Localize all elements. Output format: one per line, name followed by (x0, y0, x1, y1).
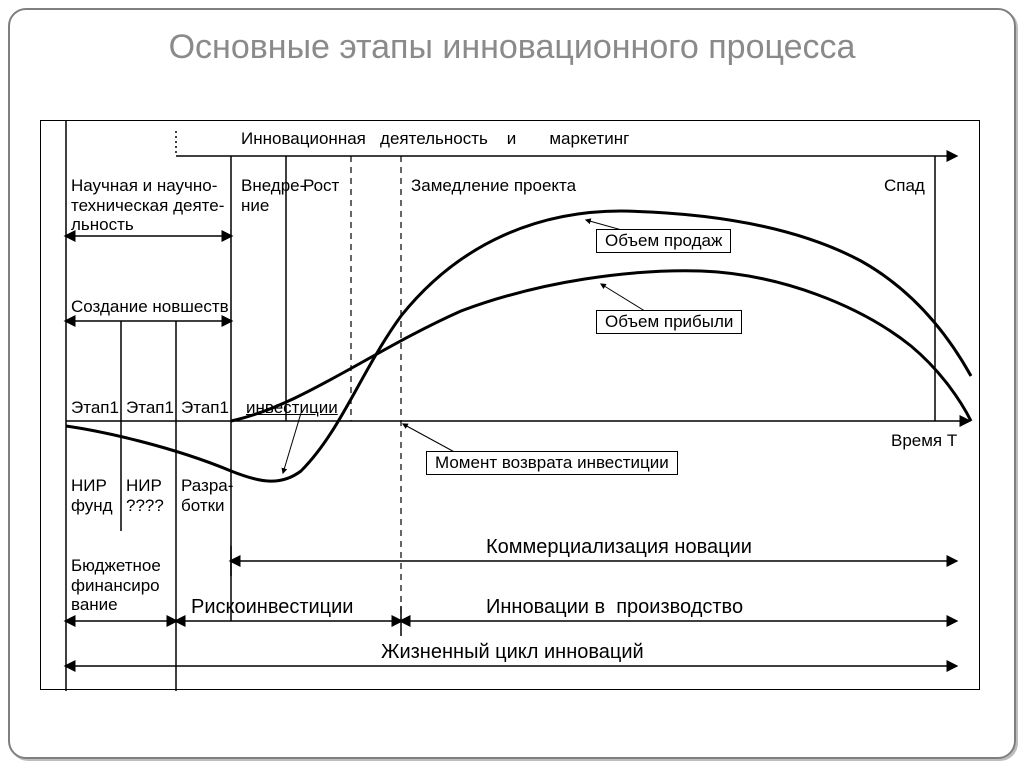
label-creation: Создание новшеств (71, 297, 229, 317)
pointer-invest (283, 413, 301, 473)
label-risk: Рискоинвестиции (191, 596, 353, 619)
label-science: Научная и научно- техническая деяте- льн… (71, 176, 224, 235)
label-lifecycle: Жизненный цикл инноваций (381, 641, 644, 664)
label-growth: Рост (303, 176, 339, 196)
label-budget: Бюджетное финансиро вание (71, 556, 161, 615)
slide-title: Основные этапы инновационного процесса (0, 28, 1024, 67)
label-innov-prod: Инновации в производство (486, 596, 743, 619)
curve-profit (231, 271, 971, 421)
label-razr: Разра- ботки (181, 476, 233, 515)
label-nir-q: НИР ???? (126, 476, 164, 515)
box-sales: Объем продаж (596, 229, 731, 253)
label-time: Время Т (891, 431, 957, 451)
label-investments: инвестиции (246, 398, 338, 418)
label-intro: Внедре- ние (241, 176, 305, 215)
label-etap1a: Этап1 (71, 398, 119, 418)
label-decline: Спад (884, 176, 925, 196)
label-slowdown: Замедление проекта (411, 176, 576, 196)
label-etap1c: Этап1 (181, 398, 229, 418)
label-commercialization: Коммерциализация новации (486, 536, 752, 559)
curve-sales (66, 211, 971, 481)
label-etap1b: Этап1 (126, 398, 174, 418)
box-return: Момент возврата инвестиции (426, 451, 678, 475)
chart-area: Инновационная деятельность и маркетинг Н… (40, 120, 980, 690)
label-nir-fund: НИР фунд (71, 476, 113, 515)
label-innovation: Инновационная деятельность и маркетинг (241, 129, 629, 149)
box-profit: Объем прибыли (596, 310, 742, 334)
